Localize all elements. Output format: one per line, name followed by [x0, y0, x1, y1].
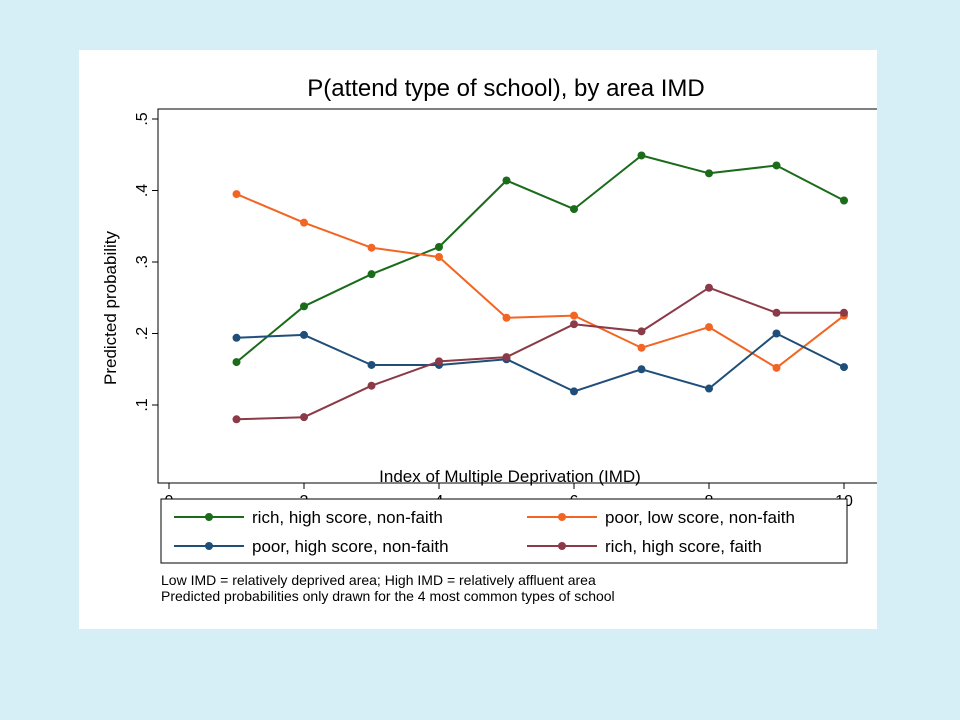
data-point: [772, 329, 781, 338]
y-tick-label: .3: [134, 255, 151, 268]
legend-marker: [558, 513, 566, 521]
data-point: [367, 360, 376, 369]
series-1: [232, 151, 848, 367]
plot-area: [157, 108, 877, 484]
data-point: [637, 151, 646, 160]
legend-label: poor, low score, non-faith: [605, 508, 795, 527]
data-point: [570, 320, 578, 329]
data-point: [637, 327, 646, 336]
series-4: [232, 283, 848, 424]
data-point: [435, 357, 443, 366]
line-chart: P(attend type of school), by area IMD .1…: [101, 75, 877, 604]
series-2: [232, 190, 848, 372]
series-line: [235, 154, 845, 363]
legend-marker: [205, 542, 213, 550]
legend-label: rich, high score, faith: [605, 537, 762, 556]
data-point: [705, 283, 713, 292]
data-point: [367, 270, 376, 279]
note-line-2: Predicted probabilities only drawn for t…: [161, 588, 615, 604]
legend-marker: [205, 513, 213, 521]
data-point: [367, 243, 376, 252]
data-point: [840, 363, 848, 372]
data-point: [435, 242, 443, 251]
legend-item: rich, high score, faith: [527, 537, 762, 556]
data-point: [705, 384, 713, 393]
legend-item: rich, high score, non-faith: [174, 508, 443, 527]
data-point: [772, 161, 781, 170]
data-point: [772, 363, 781, 372]
y-axis-label: Predicted probability: [101, 230, 120, 385]
data-point: [840, 196, 848, 205]
data-point: [502, 176, 511, 185]
data-point: [300, 413, 308, 422]
data-point: [637, 365, 646, 374]
y-tick-label: .1: [134, 398, 151, 411]
data-point: [570, 311, 578, 320]
slide-panel: P(attend type of school), by area IMD .1…: [79, 50, 877, 629]
data-point: [772, 308, 781, 317]
y-axis: .1 .2 .3 .4 .5: [134, 112, 158, 412]
data-point: [232, 358, 241, 367]
series-layer: [232, 151, 848, 424]
data-point: [705, 323, 713, 332]
data-point: [367, 381, 376, 390]
note-line-1: Low IMD = relatively deprived area; High…: [161, 572, 596, 588]
data-point: [300, 302, 308, 311]
data-point: [232, 333, 241, 342]
legend-item: poor, low score, non-faith: [527, 508, 795, 527]
legend: rich, high score, non-faith poor, low sco…: [174, 508, 795, 556]
series-line: [236, 193, 845, 369]
y-tick-label: .5: [134, 112, 151, 125]
legend-label: rich, high score, non-faith: [252, 508, 443, 527]
data-point: [300, 218, 308, 227]
data-point: [705, 169, 713, 178]
data-point: [232, 415, 241, 424]
legend-box: [160, 498, 848, 564]
y-tick-label: .2: [134, 327, 151, 340]
data-point: [637, 343, 646, 352]
data-point: [502, 313, 511, 322]
y-tick-label: .4: [134, 184, 151, 197]
legend-marker: [558, 542, 566, 550]
series-line: [236, 332, 845, 393]
data-point: [300, 330, 308, 339]
data-point: [570, 387, 578, 396]
legend-item: poor, high score, non-faith: [174, 537, 449, 556]
data-point: [232, 190, 241, 199]
series-line: [236, 286, 844, 421]
chart-title: P(attend type of school), by area IMD: [307, 75, 705, 102]
data-point: [570, 205, 578, 214]
legend-label: poor, high score, non-faith: [252, 537, 449, 556]
x-axis-label: Index of Multiple Deprivation (IMD): [379, 467, 641, 486]
data-point: [502, 353, 511, 362]
data-point: [840, 308, 848, 317]
data-point: [435, 252, 443, 261]
